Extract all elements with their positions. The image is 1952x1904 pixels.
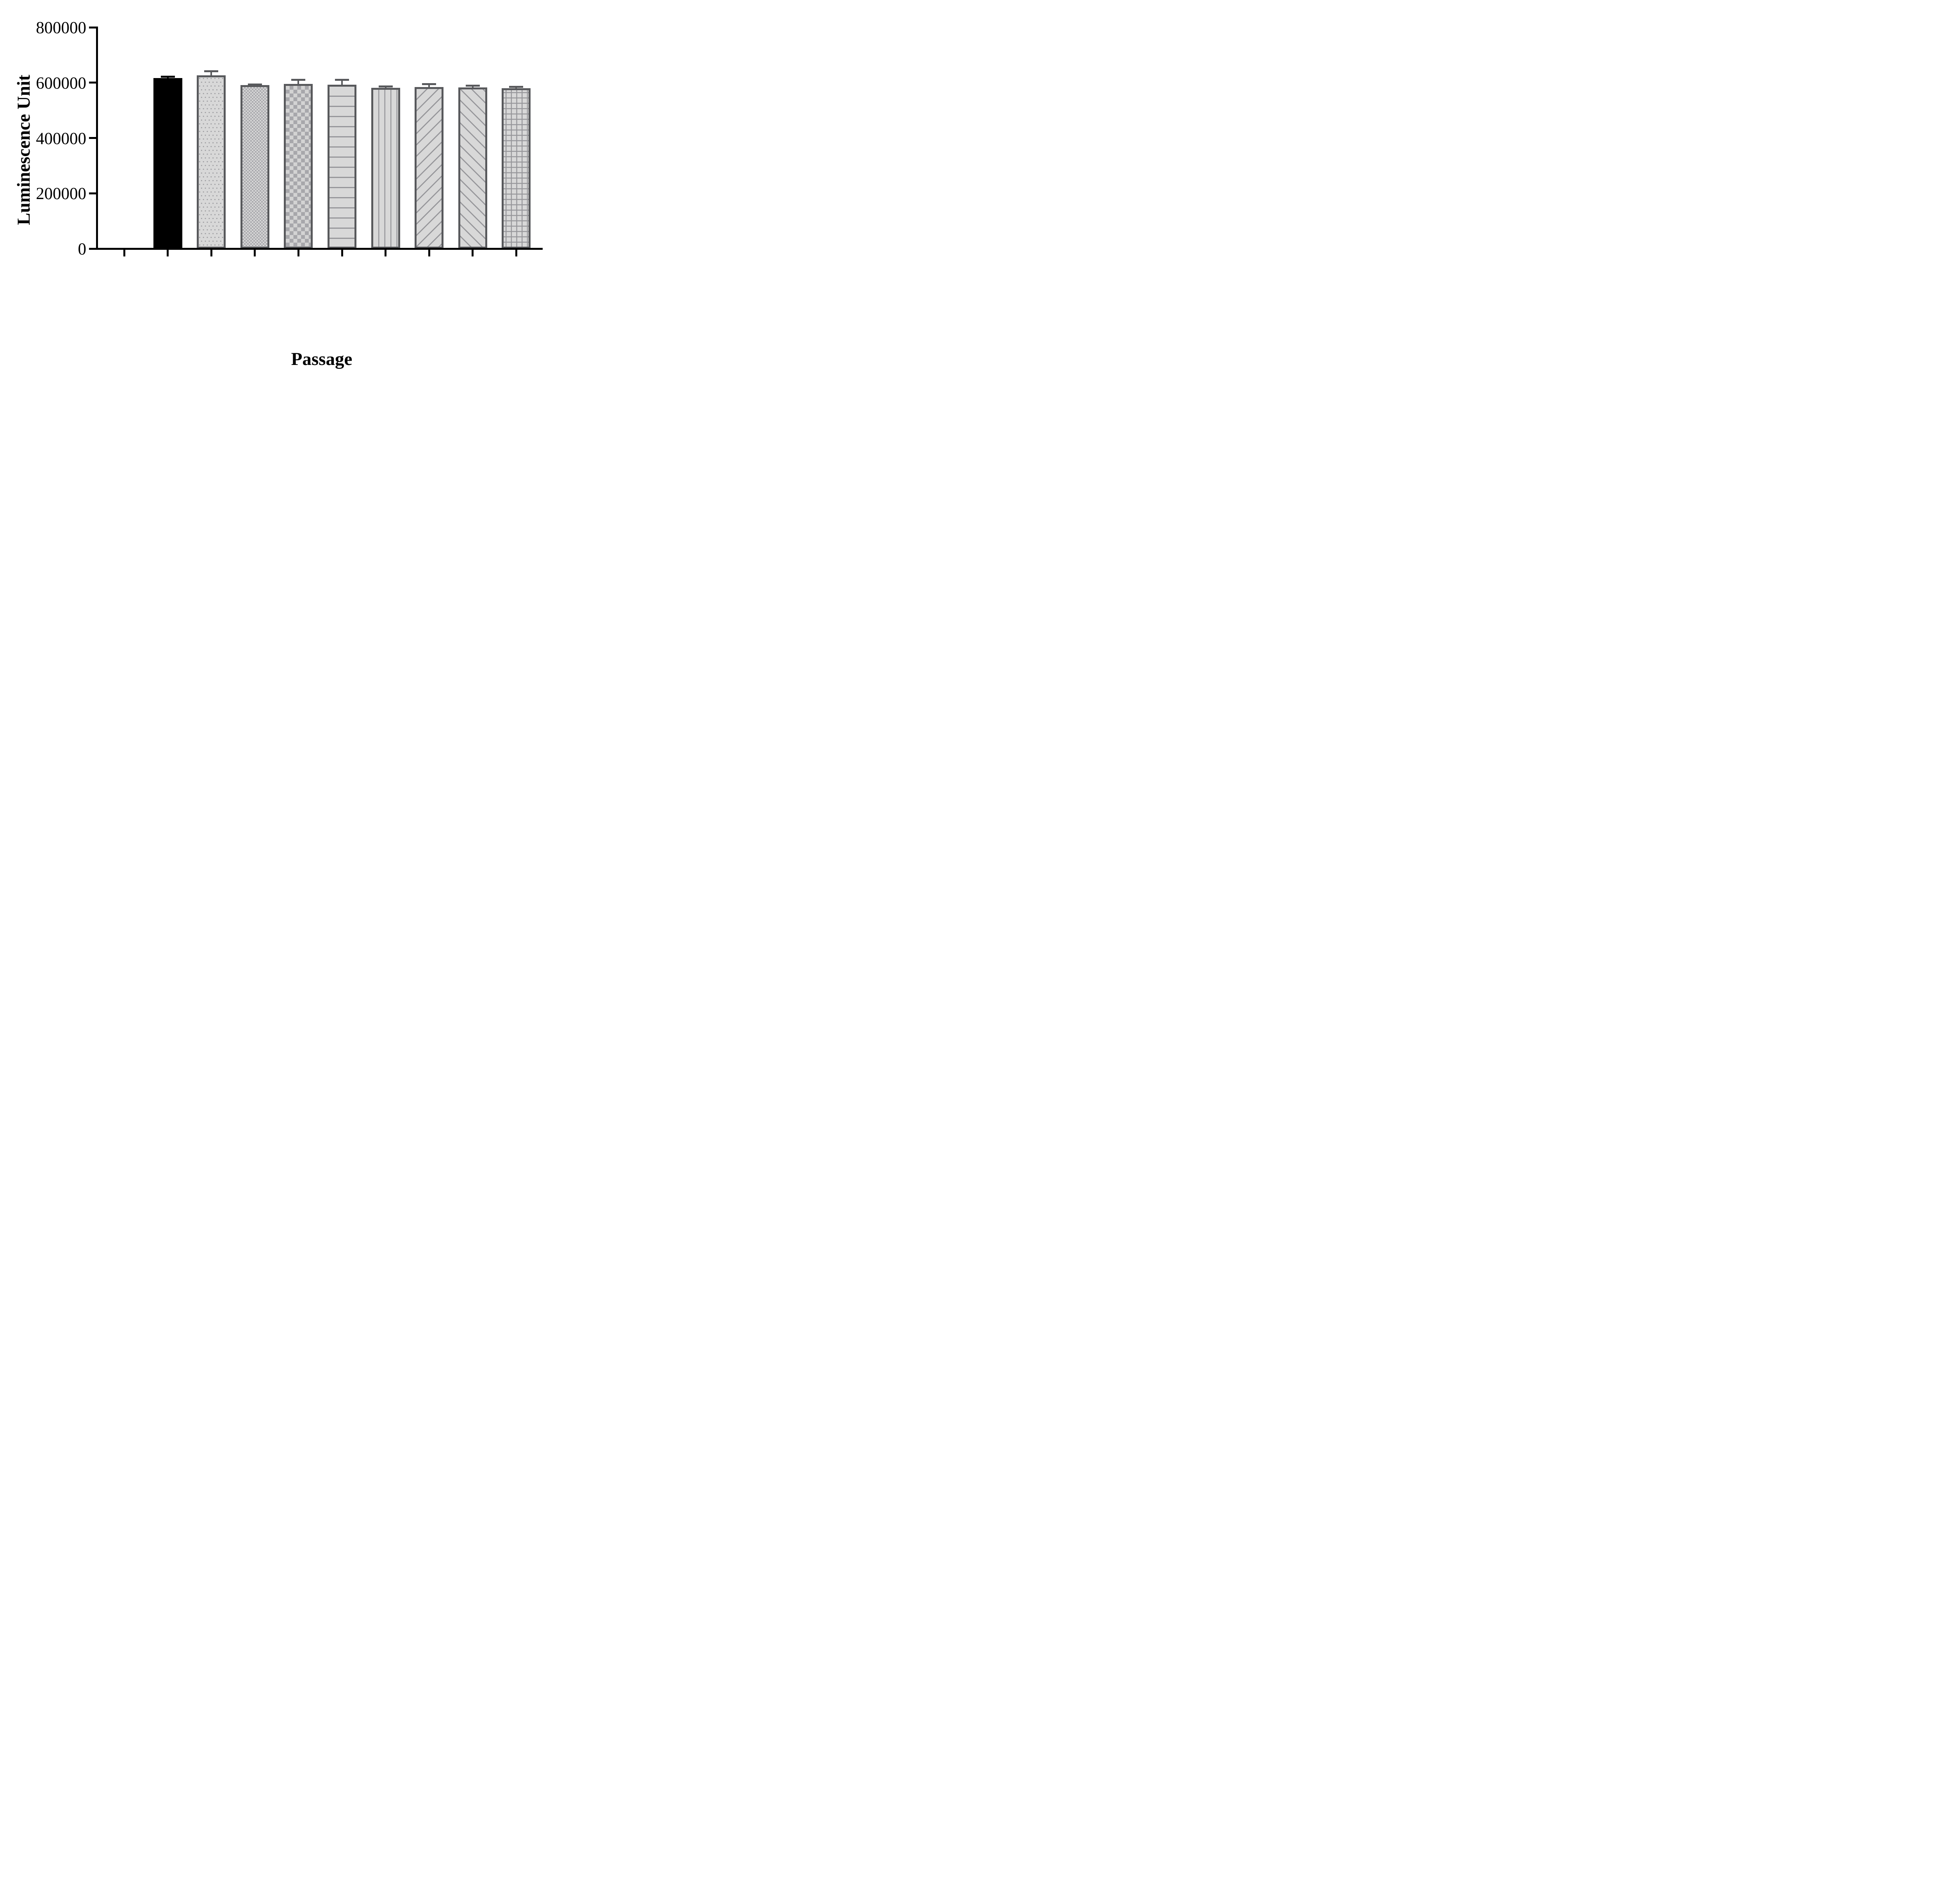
x-axis-line bbox=[96, 247, 543, 250]
bar-ct26-luc-p4 bbox=[197, 75, 226, 249]
error-bar-cap-ct26-luc-p16 bbox=[335, 79, 349, 81]
x-axis-title: Passage bbox=[291, 349, 353, 369]
y-tick-400000 bbox=[89, 137, 96, 139]
x-tick-ct26-luc-p12 bbox=[297, 249, 299, 256]
bar-ct26-luc-p12 bbox=[284, 84, 313, 249]
bar-ct26-luc-p8 bbox=[240, 85, 269, 249]
error-bar-cap-ct26-luc-p24 bbox=[422, 83, 436, 85]
y-tick-200000 bbox=[89, 192, 96, 194]
x-tick-ct26-luc-p20 bbox=[385, 249, 387, 256]
bar-ct26-luc-p20 bbox=[371, 87, 400, 249]
error-bar-stem-ct26-luc-p16 bbox=[341, 80, 343, 88]
x-tick-ct26-luc-p24 bbox=[428, 249, 430, 256]
y-tick-label-800000: 800000 bbox=[36, 19, 86, 37]
error-bar-cap-ct26-luc-p8 bbox=[248, 83, 262, 85]
error-bar-cap-ct26-luc-p4 bbox=[204, 70, 219, 72]
y-tick-label-600000: 600000 bbox=[36, 74, 86, 93]
y-tick-0 bbox=[89, 247, 96, 250]
bar-ct26-luc-p16 bbox=[328, 85, 356, 249]
y-tick-label-200000: 200000 bbox=[36, 185, 86, 203]
error-bar-cap-ct26-luc-p0 bbox=[160, 75, 175, 78]
y-tick-600000 bbox=[89, 82, 96, 84]
y-axis-line bbox=[96, 26, 98, 250]
error-bar-cap-ct26-luc-p12 bbox=[291, 78, 306, 81]
x-tick-ct26 bbox=[123, 249, 125, 256]
x-tick-ct26-luc-p4 bbox=[210, 249, 212, 256]
x-tick-ct26-luc-p32 bbox=[515, 249, 517, 256]
x-tick-ct26-luc-p8 bbox=[254, 249, 256, 256]
x-tick-ct26-luc-p16 bbox=[341, 249, 343, 256]
error-bar-stem-ct26-luc-p4 bbox=[210, 71, 212, 79]
error-bar-stem-ct26-luc-p12 bbox=[297, 80, 299, 87]
bar-ct26-luc-p0 bbox=[153, 78, 182, 249]
y-tick-label-400000: 400000 bbox=[36, 129, 86, 148]
y-tick-800000 bbox=[89, 26, 96, 28]
bar-ct26-luc-p32 bbox=[502, 88, 531, 249]
bar-ct26-luc-p24 bbox=[415, 87, 444, 249]
error-bar-cap-ct26-luc-p28 bbox=[465, 85, 480, 87]
y-axis-title: Luminescence Unit bbox=[14, 75, 34, 225]
bar-chart-figure: Luminescence Unit Passage 0 200000 400000 6… bbox=[0, 0, 561, 381]
error-bar-cap-ct26-luc-p20 bbox=[378, 85, 393, 87]
x-tick-ct26-luc-p28 bbox=[472, 249, 474, 256]
x-tick-ct26-luc-p0 bbox=[167, 249, 169, 256]
error-bar-cap-ct26-luc-p32 bbox=[509, 85, 524, 88]
y-tick-label-0: 0 bbox=[78, 240, 87, 259]
bar-ct26-luc-p28 bbox=[458, 87, 487, 249]
